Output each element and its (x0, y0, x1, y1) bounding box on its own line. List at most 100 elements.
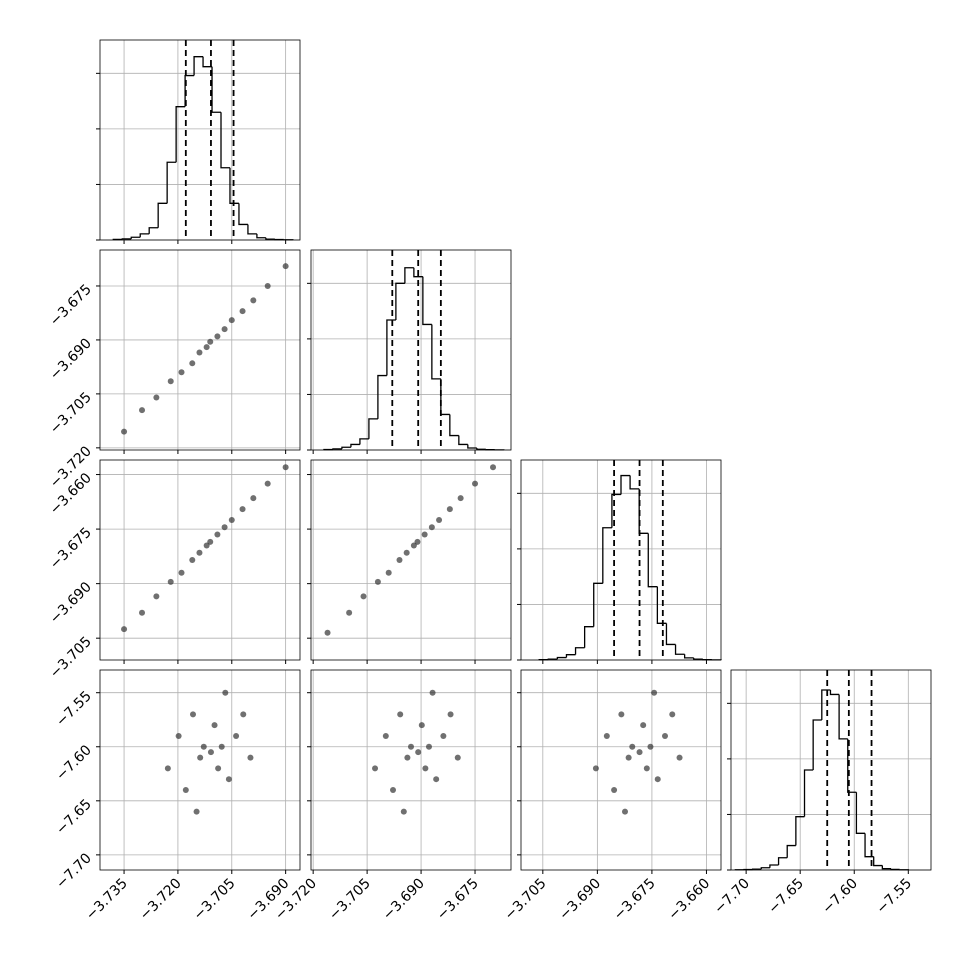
histogram-bin (656, 586, 667, 624)
scatter-point (447, 711, 454, 718)
scatter-point (360, 593, 367, 600)
histogram-bin (593, 582, 603, 627)
scatter-point (404, 754, 411, 761)
scatter-point (215, 765, 222, 772)
scatter-point (324, 629, 331, 636)
scatter-point (250, 495, 257, 502)
scatter-point (636, 749, 643, 756)
scatter-point (197, 754, 204, 761)
histogram-bin (467, 444, 477, 449)
x-tick-label: −3.690 (556, 876, 604, 924)
panel-frame (310, 459, 512, 661)
scatter-point (415, 749, 422, 756)
scatter-point (440, 732, 447, 739)
scatter-point (221, 326, 228, 333)
scatter-point (167, 578, 174, 585)
scatter-point (164, 765, 171, 772)
histogram-bin (629, 475, 640, 490)
scatter-point (239, 506, 246, 513)
histogram-bin (881, 865, 891, 870)
histogram-bin (786, 844, 796, 858)
scatter-point (233, 732, 240, 739)
scatter-point (457, 495, 464, 502)
scatter-point (282, 263, 289, 270)
histogram-bin (574, 647, 585, 655)
histogram-bin (821, 689, 831, 720)
scatter-point (592, 765, 599, 772)
panel-frame (310, 669, 512, 871)
scatter-point (153, 394, 160, 401)
x-tick-label: −3.660 (665, 876, 713, 924)
panel-frame (99, 669, 301, 871)
scatter-point (418, 722, 425, 729)
scatter-point (200, 743, 207, 750)
histogram-bin (175, 106, 186, 163)
scatter-point (203, 344, 210, 351)
histogram-bin (812, 719, 822, 770)
histogram-bin (665, 623, 676, 646)
scatter-point (396, 557, 403, 563)
scatter-point (422, 765, 429, 772)
panel-frame (99, 459, 301, 661)
histogram-bin (620, 474, 631, 495)
scatter-point (189, 557, 196, 563)
scatter-point (618, 711, 625, 718)
histogram-bin (864, 833, 874, 858)
scatter-point (640, 722, 647, 729)
x-tick-label: −3.675 (611, 876, 659, 924)
scatter-point (346, 609, 353, 616)
histogram-bin (139, 233, 150, 238)
scatter-point (121, 428, 128, 435)
panel-frame (99, 249, 301, 451)
histogram-bin (647, 533, 658, 588)
scatter-point (425, 743, 432, 750)
histogram-bin (693, 657, 703, 660)
x-tick-label: −7.70 (711, 876, 753, 918)
histogram-bin (855, 792, 866, 834)
scatter-point (189, 360, 196, 367)
histogram-bin (121, 238, 132, 240)
scatter-point (214, 333, 221, 340)
histogram-bin (547, 658, 558, 660)
scatter-point (622, 808, 628, 815)
scatter-point (603, 732, 610, 739)
scatter-point (403, 549, 410, 556)
histogram-bin (565, 654, 576, 658)
histogram-bin (193, 56, 204, 76)
histogram-bin (359, 438, 369, 445)
histogram-bin (238, 203, 248, 226)
histogram-bin (404, 267, 414, 284)
histogram-bin (795, 816, 805, 846)
scatter-point (153, 593, 160, 600)
x-tick-label: −3.705 (502, 876, 550, 924)
scatter-point (207, 538, 214, 545)
histogram-bin (760, 867, 770, 870)
scatter-point (228, 517, 235, 523)
panel-frame (730, 669, 932, 871)
scatter-point (446, 506, 453, 513)
scatter-point (214, 531, 221, 538)
histogram-bin (422, 276, 432, 326)
y-tick-label: −3.690 (47, 579, 95, 627)
scatter-point (228, 317, 235, 324)
scatter-point (139, 609, 146, 616)
histogram-bin (702, 659, 712, 661)
scatter-point (221, 524, 228, 531)
scatter-point (175, 732, 182, 739)
scatter-point (390, 787, 397, 793)
histogram-bin (256, 233, 266, 239)
histogram-bin (440, 378, 450, 416)
histogram-bin (777, 857, 788, 865)
scatter-point (397, 711, 404, 718)
scatter-point (167, 378, 174, 385)
histogram-bin (157, 202, 168, 228)
scatter-point (196, 549, 203, 556)
histogram-bin (166, 161, 177, 204)
scatter-point (193, 808, 200, 815)
scatter-point (218, 743, 225, 750)
scatter-point (385, 569, 392, 576)
x-tick-label: −3.705 (191, 876, 239, 924)
scatter-point (250, 297, 257, 304)
panel-frame (520, 459, 722, 661)
